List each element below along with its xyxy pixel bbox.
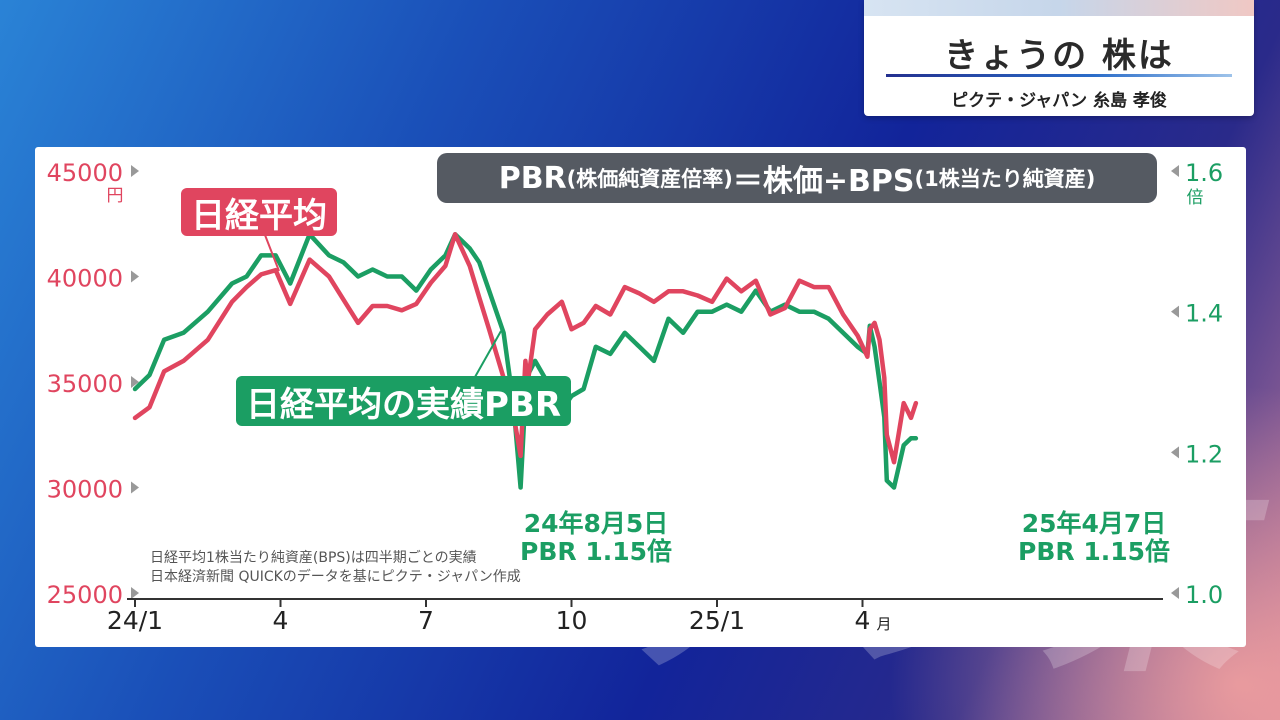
- left-axis-tick-label: 45000: [47, 159, 123, 187]
- x-axis-tick-label: 25/1: [689, 606, 745, 635]
- left-axis-tick-label: 35000: [47, 370, 123, 398]
- right-axis-tick-label: 1.2: [1185, 440, 1223, 468]
- left-axis-unit: 円: [107, 186, 124, 206]
- right-axis-tick-label: 1.0: [1185, 581, 1223, 609]
- x-axis-tick-label: 10: [556, 606, 588, 635]
- segment-title: きょうの 株は: [944, 36, 1174, 76]
- series-line-nikkei: [132, 232, 919, 465]
- source-notes: 日経平均1株当たり純資産(BPS)は四半期ごとの実績 日本経済新聞 QUICKの…: [150, 549, 521, 587]
- right-axis-tick-marker: [1171, 305, 1179, 318]
- left-axis-tick-marker: [131, 165, 139, 177]
- left-axis-tick-label: 30000: [47, 476, 123, 504]
- left-axis-tick-marker: [131, 376, 139, 388]
- x-axis-tick-label: 4: [855, 606, 871, 635]
- right-axis-unit: 倍: [1187, 188, 1204, 208]
- presenter-name: ピクテ・ジャパン 糸島 孝俊: [951, 91, 1167, 111]
- right-axis-tick-marker: [1171, 165, 1179, 177]
- left-axis-tick-label: 40000: [47, 265, 123, 293]
- annotation-apr7-pbr: PBR 1.15倍: [1018, 537, 1171, 566]
- source-note-bps: 日経平均1株当たり純資産(BPS)は四半期ごとの実績: [150, 550, 477, 566]
- annotation-apr7-date: 25年4月7日: [1021, 509, 1167, 538]
- x-axis-tick-label: 24/1: [107, 606, 163, 635]
- annotation-aug5-pbr: PBR 1.15倍: [520, 537, 673, 566]
- formula-pbr-desc: (株価純資産倍率): [566, 167, 733, 191]
- source-note-credit: 日本経済新聞 QUICKのデータを基にピクテ・ジャパン作成: [150, 569, 521, 585]
- title-card: きょうの 株は ピクテ・ジャパン 糸島 孝俊: [864, 0, 1254, 116]
- x-axis-tick-label: 4: [273, 606, 289, 635]
- right-axis-tick-marker: [1171, 587, 1179, 599]
- title-underline: [886, 74, 1232, 77]
- formula-bps-desc: (1株当たり純資産): [914, 167, 1096, 191]
- legend-nikkei-label: 日経平均: [181, 188, 337, 236]
- formula-pbr: PBR: [498, 160, 567, 196]
- left-axis-tick-marker: [131, 587, 139, 599]
- x-axis-tick-label: 7: [418, 606, 434, 635]
- annotation-aug5-date: 24年8月5日: [523, 509, 669, 538]
- legend-pbr-label: 日経平均の実績PBR: [236, 376, 572, 426]
- right-axis-tick-label: 1.6: [1185, 159, 1223, 187]
- annotation-apr7: 25年4月7日 PBR 1.15倍: [1018, 510, 1170, 566]
- pbr-formula-banner: PBR (株価純資産倍率) ＝株価÷BPS (1株当たり純資産): [437, 153, 1157, 203]
- left-axis-tick-label: 25000: [47, 581, 123, 609]
- nikkei-label-pointer: [264, 234, 280, 272]
- right-axis-tick-label: 1.4: [1185, 300, 1223, 328]
- left-axis-tick-marker: [131, 481, 139, 494]
- right-axis-tick-marker: [1171, 446, 1179, 459]
- annotation-aug5: 24年8月5日 PBR 1.15倍: [520, 510, 672, 566]
- title-card-topbar: [864, 0, 1254, 16]
- pbr-label-pointer: [474, 330, 502, 378]
- left-axis-tick-marker: [131, 270, 139, 283]
- x-axis-unit: 月: [877, 615, 892, 633]
- line-chart: 45000 40000 35000 30000 25000 円 1.6 1.4 1.2 1.0 倍 2…: [47, 159, 1224, 635]
- formula-equation: ＝株価÷BPS: [732, 164, 915, 199]
